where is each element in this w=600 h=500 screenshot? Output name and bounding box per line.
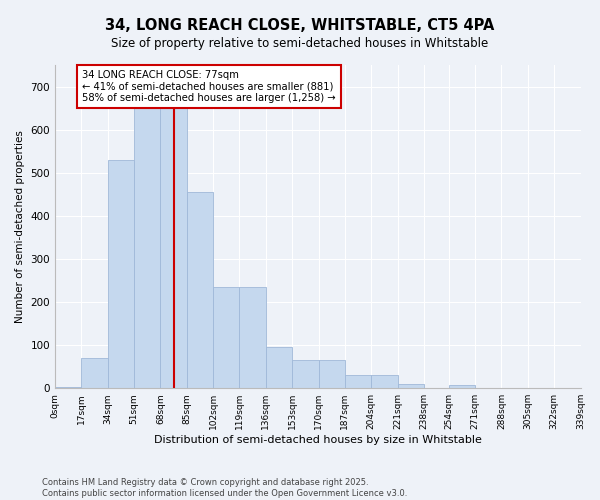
Bar <box>134 108 160 388</box>
Text: Size of property relative to semi-detached houses in Whitstable: Size of property relative to semi-detach… <box>112 38 488 51</box>
Bar <box>398 384 424 388</box>
Bar <box>319 360 345 388</box>
Bar <box>82 358 108 388</box>
X-axis label: Distribution of semi-detached houses by size in Whitstable: Distribution of semi-detached houses by … <box>154 435 482 445</box>
Bar <box>292 360 319 388</box>
Bar <box>239 287 266 388</box>
Bar <box>345 376 371 388</box>
Bar <box>108 160 134 388</box>
Text: Contains HM Land Registry data © Crown copyright and database right 2025.
Contai: Contains HM Land Registry data © Crown c… <box>42 478 407 498</box>
Y-axis label: Number of semi-detached properties: Number of semi-detached properties <box>15 130 25 323</box>
Bar <box>160 108 187 388</box>
Bar <box>266 348 292 388</box>
Bar <box>449 385 475 388</box>
Bar <box>187 192 213 388</box>
Bar <box>371 376 398 388</box>
Text: 34, LONG REACH CLOSE, WHITSTABLE, CT5 4PA: 34, LONG REACH CLOSE, WHITSTABLE, CT5 4P… <box>106 18 494 32</box>
Text: 34 LONG REACH CLOSE: 77sqm
← 41% of semi-detached houses are smaller (881)
58% o: 34 LONG REACH CLOSE: 77sqm ← 41% of semi… <box>82 70 336 103</box>
Bar <box>213 287 239 388</box>
